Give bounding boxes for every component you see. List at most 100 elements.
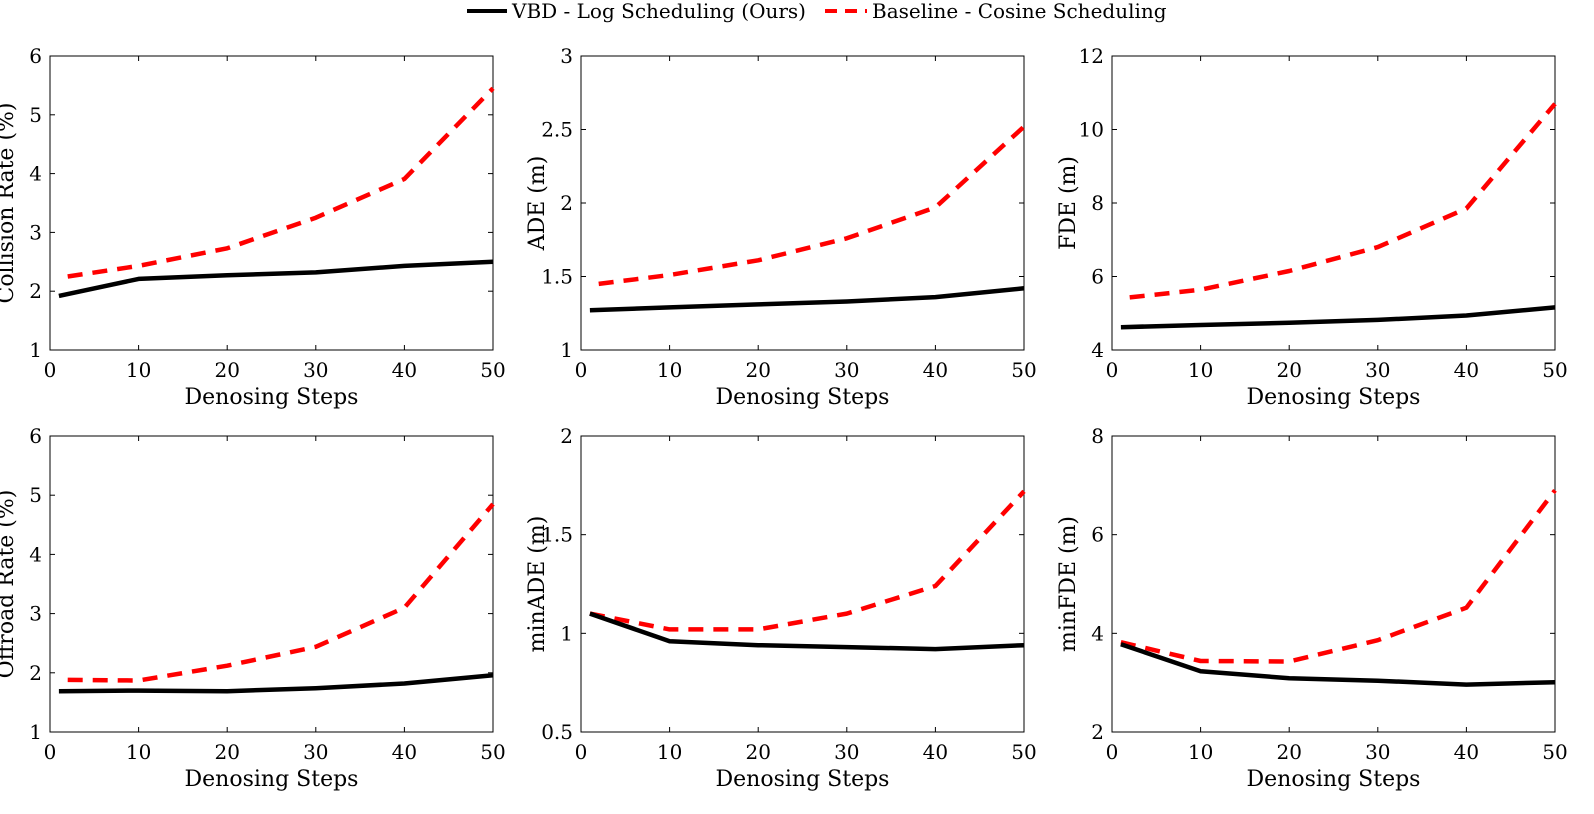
- x-tick-label: 20: [745, 740, 770, 764]
- x-tick-label: 30: [1365, 740, 1390, 764]
- y-tick-label: 4: [29, 162, 42, 186]
- y-tick-label: 2: [1091, 720, 1104, 744]
- subplot-1: 0 10 20 30 40 50 1 2 3 4 5 6 Denosing Steps Collision…: [0, 44, 506, 410]
- y-tick-label: 1: [29, 720, 42, 744]
- plot-frame: [49, 435, 494, 733]
- x-tick-label: 40: [1454, 740, 1479, 764]
- plot-frame: [1111, 435, 1556, 733]
- series-line-vbd: [589, 286, 1025, 313]
- x-tick-label: 50: [1011, 358, 1036, 382]
- series-line-baseline: [589, 489, 1026, 632]
- y-tick-label: 6: [1091, 523, 1104, 547]
- x-tick-label: 50: [1542, 358, 1567, 382]
- y-tick-label: 1: [560, 621, 573, 645]
- x-axis-label: Denosing Steps: [185, 385, 359, 410]
- x-tick-label: 20: [214, 358, 239, 382]
- x-tick-label: 10: [1188, 740, 1213, 764]
- x-tick-label: 30: [303, 358, 328, 382]
- plot-frame: [1111, 55, 1556, 351]
- plot-frame: [49, 55, 494, 351]
- y-tick-label: 5: [29, 483, 42, 507]
- series-line-vbd: [58, 259, 494, 299]
- plot-frame: [580, 435, 1025, 733]
- x-tick-label: 50: [1011, 740, 1036, 764]
- subplot-6: 0 10 20 30 40 50 2 4 6 8 Denosing Steps minFDE (m): [1056, 424, 1568, 792]
- series-line-baseline: [598, 124, 1026, 287]
- y-tick-label: 5: [29, 103, 42, 127]
- y-tick-label: 4: [29, 542, 42, 566]
- x-tick-label: 10: [1188, 358, 1213, 382]
- x-tick-label: 30: [303, 740, 328, 764]
- series-line-vbd: [58, 672, 494, 694]
- y-tick-label: 2: [29, 279, 42, 303]
- y-tick-label: 6: [29, 424, 42, 448]
- y-tick-label: 2.5: [541, 118, 573, 142]
- subplot-5: 0 10 20 30 40 50 0.5 1 1.5 2 Denosing Steps minADE …: [525, 424, 1037, 792]
- series-line-vbd: [1120, 642, 1556, 687]
- y-tick-label: 1: [29, 338, 42, 362]
- y-axis-label: Offroad Rate (%): [0, 490, 19, 679]
- y-tick-label: 3: [560, 44, 573, 68]
- plot-frame: [580, 55, 1025, 351]
- series-line-baseline: [67, 86, 495, 279]
- series-line-baseline: [1120, 488, 1557, 664]
- x-axis-label: Denosing Steps: [1247, 767, 1421, 792]
- series-line-baseline: [1129, 102, 1557, 300]
- subplot-3: 0 10 20 30 40 50 4 6 8 10 12 Denosing Steps FDE (m): [1056, 44, 1568, 410]
- x-tick-label: 20: [1276, 358, 1301, 382]
- legend: VBD - Log Scheduling (Ours) Baseline - C…: [467, 0, 1167, 23]
- legend-label-baseline: Baseline - Cosine Scheduling: [872, 0, 1167, 23]
- x-tick-label: 40: [392, 740, 417, 764]
- y-tick-label: 2: [560, 424, 573, 448]
- legend-label-vbd: VBD - Log Scheduling (Ours): [511, 0, 806, 23]
- x-tick-label: 0: [44, 358, 57, 382]
- x-tick-label: 40: [392, 358, 417, 382]
- series-line-vbd: [1120, 305, 1556, 330]
- x-tick-label: 30: [834, 740, 859, 764]
- x-tick-label: 50: [480, 740, 505, 764]
- x-tick-label: 40: [1454, 358, 1479, 382]
- x-tick-label: 0: [44, 740, 57, 764]
- x-tick-label: 50: [1542, 740, 1567, 764]
- y-tick-label: 2: [29, 661, 42, 685]
- y-tick-label: 6: [29, 44, 42, 68]
- x-tick-label: 20: [1276, 740, 1301, 764]
- x-tick-label: 50: [480, 358, 505, 382]
- y-tick-label: 2: [560, 191, 573, 215]
- x-tick-label: 0: [575, 740, 588, 764]
- x-tick-label: 20: [214, 740, 239, 764]
- series-line-baseline: [67, 502, 495, 683]
- x-axis-label: Denosing Steps: [1247, 385, 1421, 410]
- series-line-vbd: [589, 611, 1025, 652]
- y-tick-label: 6: [1091, 265, 1104, 289]
- subplot-4: 0 10 20 30 40 50 1 2 3 4 5 6 Denosing Steps Offroad R…: [0, 424, 506, 792]
- y-tick-label: 10: [1079, 118, 1104, 142]
- x-tick-label: 40: [923, 740, 948, 764]
- y-tick-label: 3: [29, 220, 42, 244]
- y-tick-label: 3: [29, 602, 42, 626]
- x-tick-label: 10: [657, 358, 682, 382]
- x-tick-label: 0: [1106, 358, 1119, 382]
- y-axis-label: ADE (m): [525, 156, 550, 252]
- y-tick-label: 12: [1079, 44, 1104, 68]
- y-axis-label: minFDE (m): [1056, 516, 1081, 652]
- x-tick-label: 10: [126, 740, 151, 764]
- subplot-2: 0 10 20 30 40 50 1 1.5 2 2.5 3 Denosing Steps ADE (m…: [525, 44, 1037, 410]
- y-tick-label: 1.5: [541, 265, 573, 289]
- y-tick-label: 8: [1091, 191, 1104, 215]
- y-axis-label: minADE (m): [525, 516, 550, 653]
- y-tick-label: 1.5: [541, 523, 573, 547]
- y-tick-label: 8: [1091, 424, 1104, 448]
- y-tick-label: 1: [560, 338, 573, 362]
- y-tick-label: 0.5: [541, 720, 573, 744]
- x-tick-label: 30: [1365, 358, 1390, 382]
- x-tick-label: 30: [834, 358, 859, 382]
- y-tick-label: 4: [1091, 621, 1104, 645]
- x-tick-label: 0: [1106, 740, 1119, 764]
- y-tick-label: 4: [1091, 338, 1104, 362]
- y-axis-label: FDE (m): [1056, 156, 1081, 250]
- x-tick-label: 10: [126, 358, 151, 382]
- x-axis-label: Denosing Steps: [716, 767, 890, 792]
- x-tick-label: 0: [575, 358, 588, 382]
